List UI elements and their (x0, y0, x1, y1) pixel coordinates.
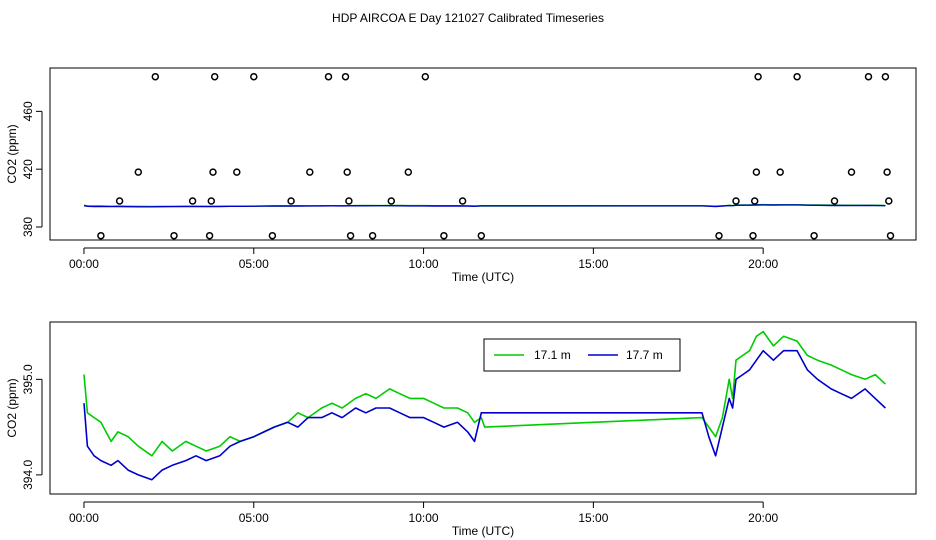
calibration-point (250, 72, 258, 81)
series-line-17-7-m (83, 349, 886, 481)
bottom-x-axis: 00:00 05:00 10:00 15:00 20:00 (69, 501, 779, 525)
calibration-point (732, 197, 740, 205)
calibration-point (750, 197, 759, 205)
calibration-point (715, 231, 723, 240)
bottom-panel: 00:00 05:00 10:00 15:00 20:00 394.0 395.0 Tim… (5, 321, 917, 538)
top-x-tick-label: 05:00 (239, 257, 269, 271)
calibration-point (776, 168, 784, 176)
bottom-plot-frame (49, 321, 917, 495)
calibration-point (341, 72, 350, 81)
bottom-x-tick-label: 05:00 (239, 511, 269, 525)
calibration-point (233, 168, 241, 176)
figure-title: HDP AIRCOA E Day 121027 Calibrated Times… (332, 11, 604, 25)
top-plot-area (83, 72, 895, 240)
calibration-point (421, 72, 430, 81)
top-y-tick-label: 460 (21, 101, 35, 121)
calibration-point (188, 197, 197, 205)
top-plot-frame (49, 67, 917, 241)
calibration-point (881, 72, 890, 81)
series-line-17-1-m (83, 330, 886, 457)
top-x-tick-label: 15:00 (578, 257, 608, 271)
calibration-point (752, 168, 761, 176)
top-y-tick-label: 420 (21, 159, 35, 179)
calibration-point (170, 231, 178, 240)
calibration-point (345, 197, 353, 205)
bottom-x-tick-label: 00:00 (69, 511, 99, 525)
calibration-point (885, 197, 893, 205)
top-series-line-17-7-m (83, 204, 886, 208)
top-x-axis: 00:00 05:00 10:00 15:00 20:00 (69, 247, 779, 271)
bottom-x-tick-label: 10:00 (409, 511, 439, 525)
calibration-point (268, 231, 277, 240)
calibration-point (346, 231, 355, 240)
calibration-point (387, 197, 396, 205)
calibration-point (847, 168, 856, 176)
bottom-x-axis-label: Time (UTC) (452, 524, 514, 538)
bottom-y-axis: 394.0 395.0 (21, 364, 43, 490)
bottom-x-tick-label: 20:00 (748, 511, 778, 525)
bottom-y-axis-label: CO2 (ppm) (5, 378, 19, 437)
calibration-point (287, 197, 295, 205)
legend-label-17-1m: 17.1 m (534, 348, 571, 362)
calibration-point (97, 231, 105, 240)
calibration-point (207, 197, 216, 205)
calibration-point (810, 231, 818, 240)
top-y-tick-label: 380 (21, 217, 35, 237)
top-y-axis-label: CO2 (ppm) (5, 124, 19, 183)
calibration-point (134, 168, 143, 176)
calibration-point (209, 168, 217, 176)
calibration-point (343, 168, 351, 176)
calibration-point (793, 72, 801, 81)
calibration-point (368, 231, 377, 240)
calibration-point (830, 197, 839, 205)
calibration-point (886, 231, 895, 240)
bottom-plot-area (83, 330, 886, 481)
top-x-tick-label: 20:00 (748, 257, 778, 271)
calibration-point (440, 231, 448, 240)
calibration-point (749, 231, 757, 240)
calibration-point (864, 72, 873, 81)
top-x-axis-label: Time (UTC) (452, 270, 514, 284)
calibration-point (458, 197, 467, 205)
top-x-tick-label: 00:00 (69, 257, 99, 271)
bottom-y-tick-label: 394.0 (21, 460, 35, 490)
legend: 17.1 m 17.7 m (483, 338, 681, 372)
calibration-point (477, 231, 486, 240)
top-y-axis: 380 420 460 (21, 101, 43, 237)
calibration-point (151, 72, 160, 81)
bottom-y-tick-label: 395.0 (21, 364, 35, 394)
calibration-point (754, 72, 762, 81)
legend-label-17-7m: 17.7 m (626, 348, 663, 362)
calibration-point (115, 197, 124, 205)
calibration-point (210, 72, 219, 81)
calibration-point (404, 168, 413, 176)
calibration-point (205, 231, 214, 240)
calibration-point (306, 168, 314, 176)
top-panel: 00:00 05:00 10:00 15:00 20:00 380 420 460 Time… (5, 67, 917, 284)
calibration-point (324, 72, 333, 81)
bottom-x-tick-label: 15:00 (578, 511, 608, 525)
calibration-point (883, 168, 891, 176)
top-x-tick-label: 10:00 (409, 257, 439, 271)
